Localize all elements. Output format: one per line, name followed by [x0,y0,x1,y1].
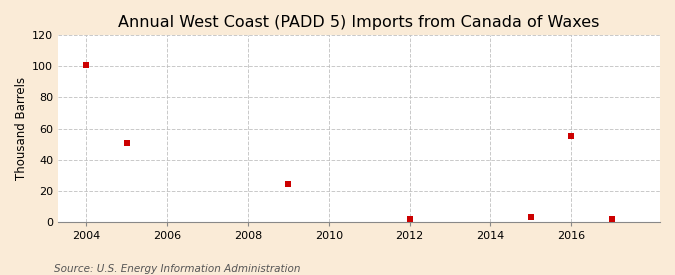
Title: Annual West Coast (PADD 5) Imports from Canada of Waxes: Annual West Coast (PADD 5) Imports from … [118,15,600,30]
Y-axis label: Thousand Barrels: Thousand Barrels [15,77,28,180]
Point [122,140,132,145]
Point [283,182,294,187]
Text: Source: U.S. Energy Information Administration: Source: U.S. Energy Information Administ… [54,264,300,274]
Point [81,63,92,67]
Point [566,134,576,139]
Point [525,215,536,219]
Point [606,216,617,221]
Point [404,216,415,221]
